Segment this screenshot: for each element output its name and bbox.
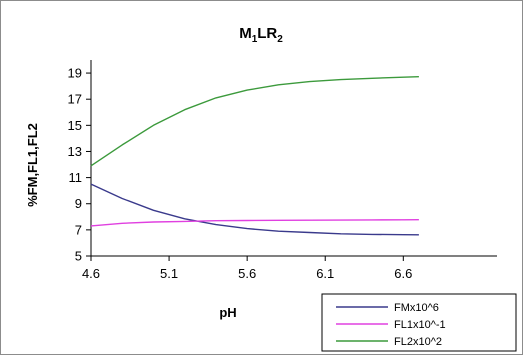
x-tick-label: 5.6 [238, 266, 256, 281]
x-tick-label: 6.6 [394, 266, 412, 281]
x-tick-label: 6.1 [316, 266, 334, 281]
legend-label: FMx10^6 [394, 302, 439, 314]
y-ticks: 5 7 9 11 13 15 17 19 [68, 66, 91, 264]
chart-title-sub1: 1 [252, 34, 258, 45]
series-line [90, 76, 419, 167]
y-tick-label: 5 [75, 249, 82, 264]
x-tick-label: 5.1 [160, 266, 178, 281]
y-tick-label: 13 [68, 144, 82, 159]
legend-label: FL1x10^-1 [394, 319, 446, 331]
y-tick-label: 7 [75, 222, 82, 237]
y-tick-label: 17 [68, 92, 82, 107]
legend: FMx10^6 FL1x10^-1 FL2x10^2 [321, 293, 517, 352]
chart-title-sub2: 2 [277, 34, 283, 45]
series-lines [90, 76, 419, 236]
chart-title-mid: LR [257, 25, 277, 42]
series-line [90, 183, 419, 236]
y-tick-label: 11 [69, 170, 83, 185]
legend-label: FL2x10^2 [394, 336, 442, 348]
series-line [90, 219, 419, 227]
y-tick-label: 15 [68, 118, 82, 133]
chart-title-main: M [239, 25, 252, 42]
chart-title: M1LR2 [239, 25, 283, 45]
y-tick-label: 9 [75, 196, 82, 211]
x-tick-label: 4.6 [82, 266, 100, 281]
x-axis-title: pH [219, 305, 236, 320]
y-axis-title: %FM,FL1,FL2 [25, 123, 40, 207]
y-tick-label: 19 [68, 66, 82, 81]
x-ticks: 4.6 5.1 5.6 6.1 6.6 [82, 256, 412, 281]
